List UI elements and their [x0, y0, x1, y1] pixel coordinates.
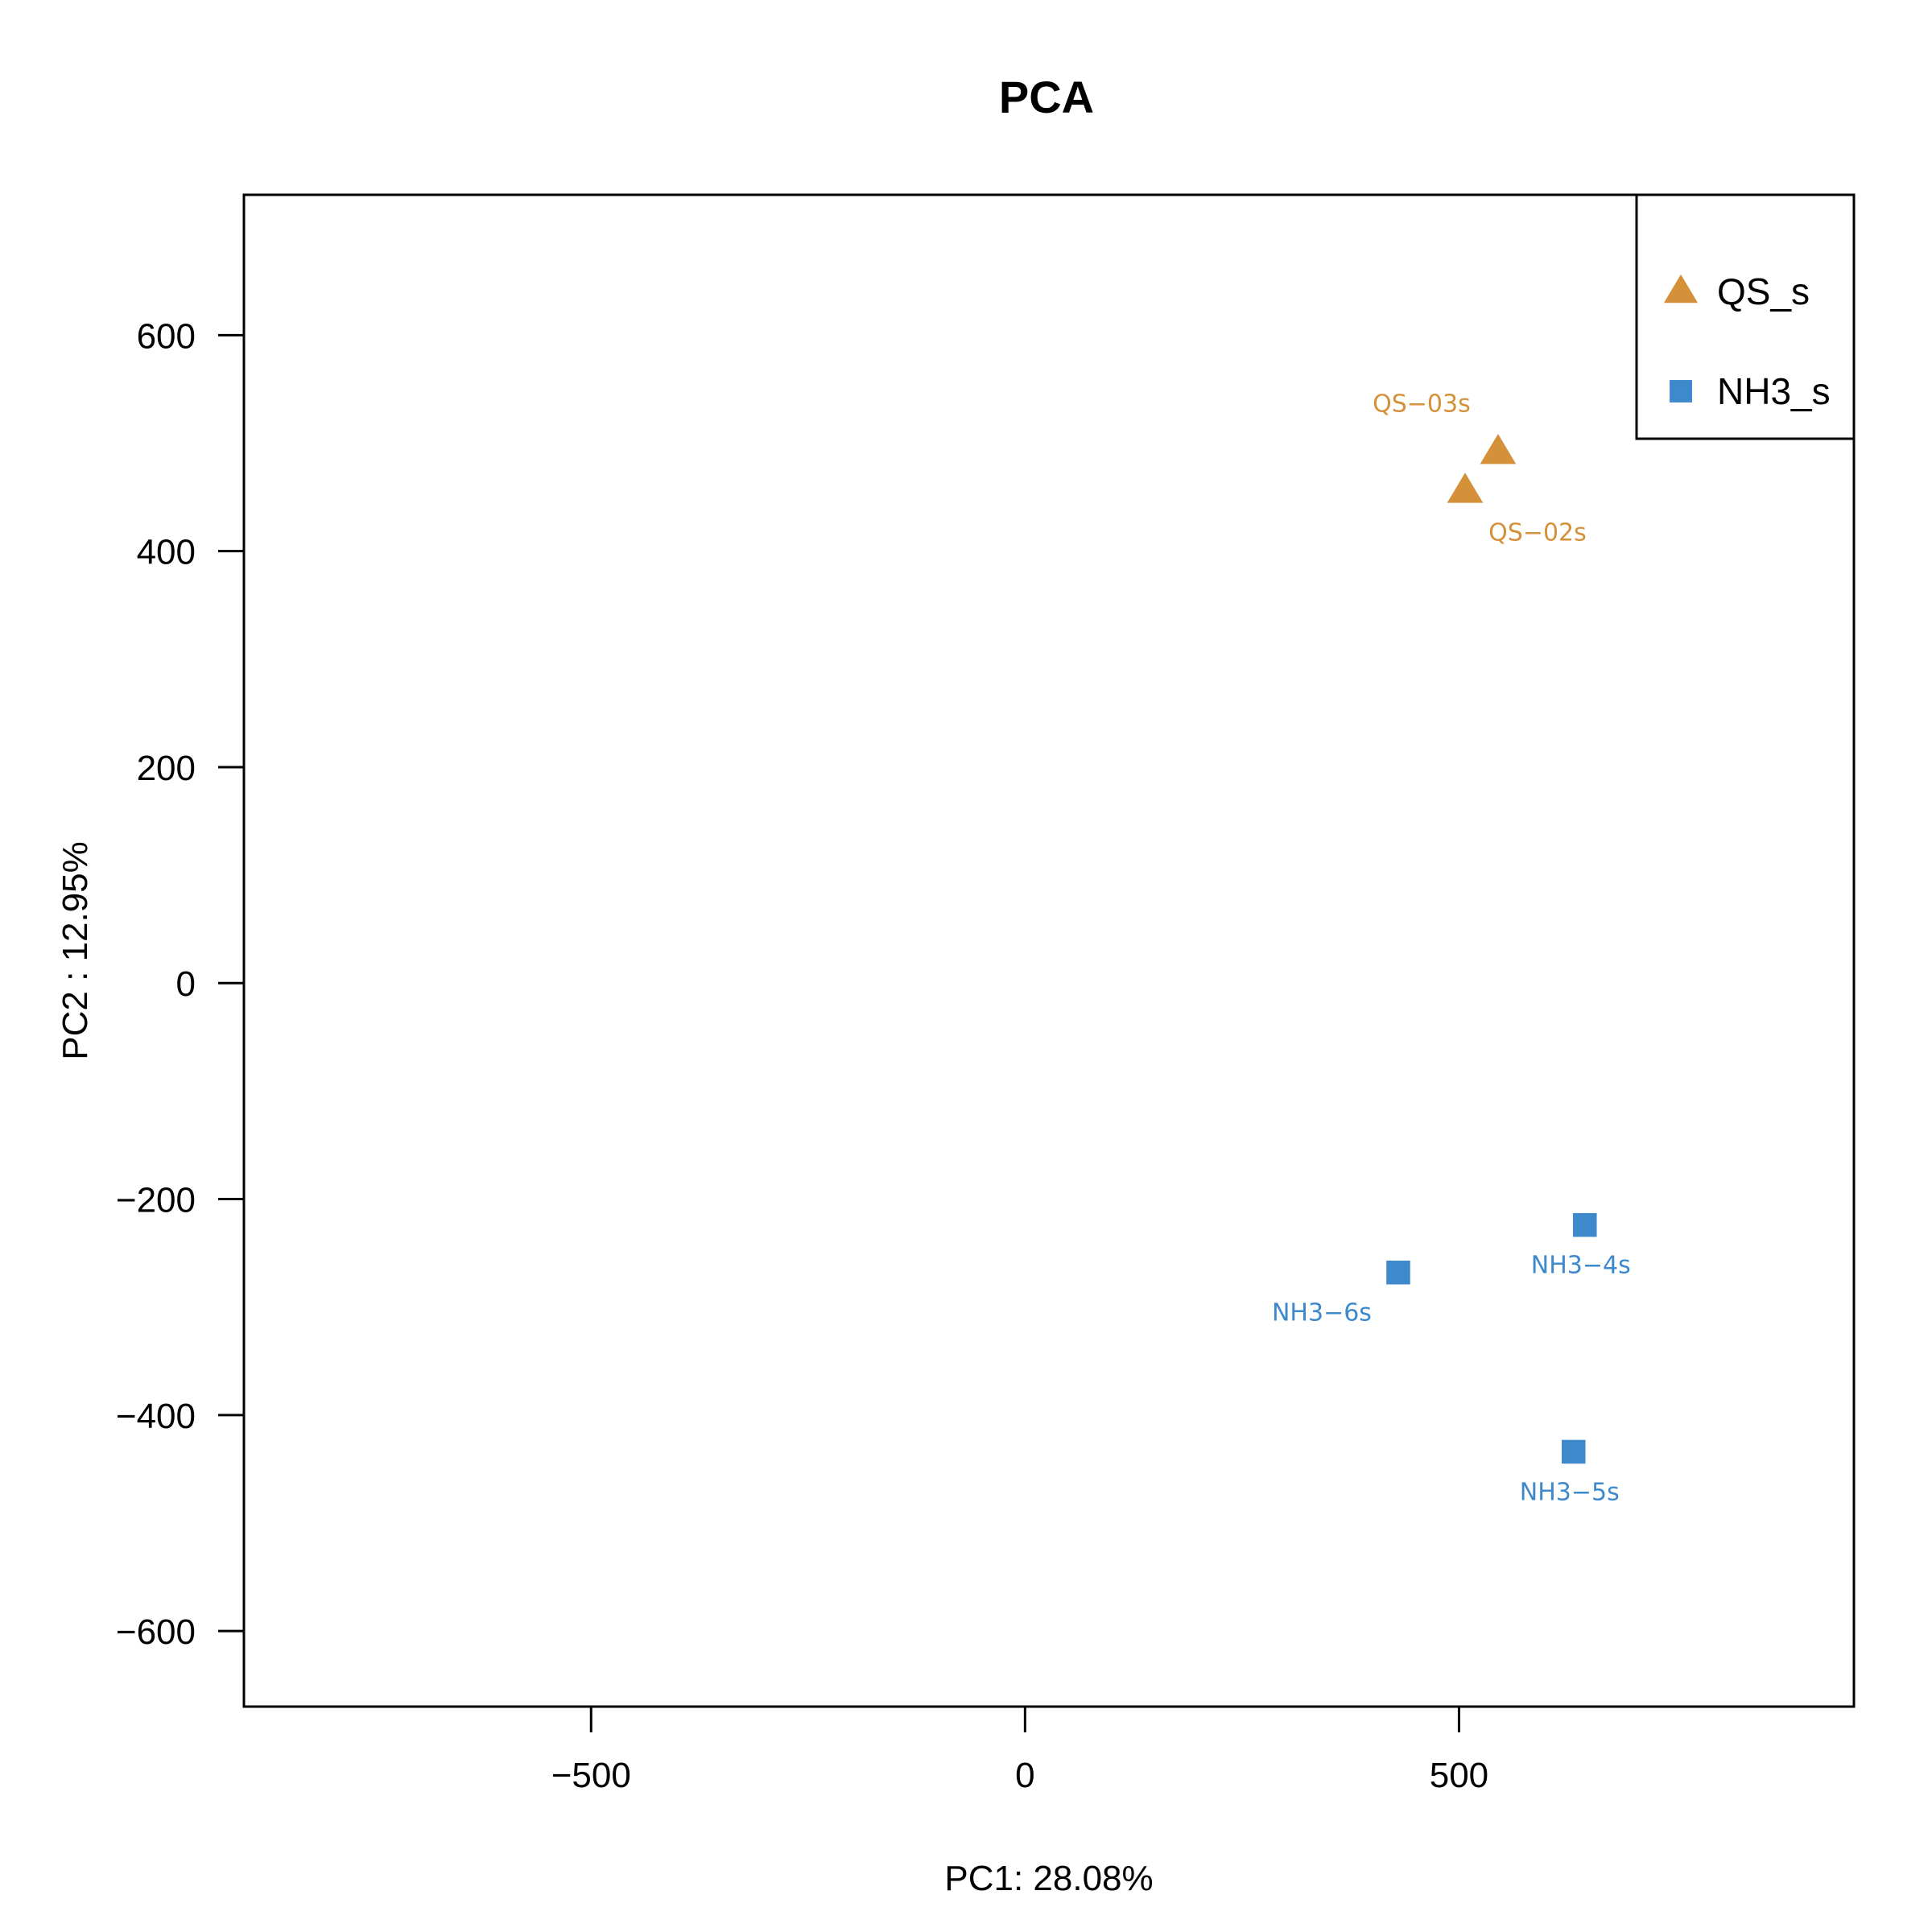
x-tick-label: 0 — [1015, 1756, 1034, 1795]
point-label: QS−03s — [1373, 390, 1471, 418]
data-point — [1561, 1439, 1586, 1464]
y-tick-label: 0 — [176, 964, 196, 1004]
y-tick-label: −600 — [116, 1612, 196, 1652]
chart-title: PCA — [999, 72, 1094, 122]
x-tick-label: −500 — [551, 1756, 631, 1795]
x-axis: −500 0 500 — [551, 1707, 1488, 1795]
point-label: NH3−5s — [1520, 1478, 1620, 1506]
legend-triangle-marker — [1663, 274, 1699, 303]
legend-entry-label: NH3_s — [1717, 370, 1831, 412]
legend-entry-label: QS_s — [1717, 270, 1810, 312]
x-axis-label: PC1: 28.08% — [944, 1859, 1153, 1898]
data-point — [1447, 473, 1484, 503]
y-tick-label: 400 — [137, 533, 196, 572]
x-tick-label: 500 — [1430, 1756, 1488, 1795]
legend: QS_s NH3_s — [1635, 193, 1856, 440]
y-tick-label: 600 — [137, 316, 196, 356]
y-tick-label: −200 — [116, 1181, 196, 1220]
data-point — [1573, 1212, 1597, 1237]
plot-frame — [242, 193, 1856, 1708]
y-axis: −600 −400 −200 0 200 400 600 — [116, 316, 244, 1652]
legend-square-marker — [1670, 380, 1692, 402]
data-point — [1480, 433, 1517, 464]
y-tick-label: 200 — [137, 749, 196, 788]
y-tick-label: −400 — [116, 1397, 196, 1436]
y-axis-label: PC2 : 12.95% — [56, 841, 95, 1060]
point-label: NH3−6s — [1272, 1299, 1372, 1327]
point-label: NH3−4s — [1531, 1252, 1631, 1280]
point-label: QS−02s — [1488, 519, 1587, 547]
data-points: QS−03s QS−02s NH3−4s NH3−6s NH3−5s — [1272, 390, 1631, 1506]
data-point — [1386, 1260, 1410, 1285]
